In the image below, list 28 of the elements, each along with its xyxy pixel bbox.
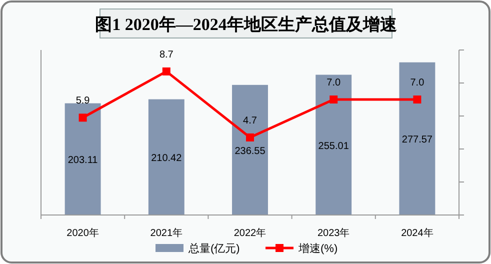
chart-title: 图1 2020年—2024年地区生产总值及增速 <box>95 15 397 34</box>
x-tick-label: 2020年 <box>66 227 99 239</box>
data-label: 7.0 <box>326 78 341 88</box>
bar <box>148 99 184 215</box>
point <box>413 96 422 104</box>
data-label: 5.9 <box>76 96 90 107</box>
x-tick-label: 2023年 <box>317 227 350 239</box>
data-label: 7.0 <box>410 78 425 88</box>
data-label: 236.55 <box>234 146 266 157</box>
legend-label: 总量(亿元) <box>188 242 240 255</box>
data-label: 255.01 <box>318 140 350 152</box>
x-tick-label: 2024年 <box>401 227 434 239</box>
bar <box>64 103 101 215</box>
data-label: 277.57 <box>402 134 433 146</box>
data-label: 203.11 <box>68 155 98 166</box>
point <box>330 96 338 104</box>
legend-label: 增速(%) <box>298 242 338 255</box>
data-label: 8.7 <box>159 49 174 60</box>
point <box>78 114 87 122</box>
x-tick-label: 2022年 <box>234 227 266 239</box>
point <box>162 67 170 76</box>
data-label: 210.42 <box>151 153 182 164</box>
x-tick-label: 2021年 <box>150 227 183 239</box>
point <box>246 133 254 142</box>
data-label: 4.7 <box>243 115 258 126</box>
bar <box>316 74 352 215</box>
bar <box>399 62 436 215</box>
bar <box>232 84 268 215</box>
